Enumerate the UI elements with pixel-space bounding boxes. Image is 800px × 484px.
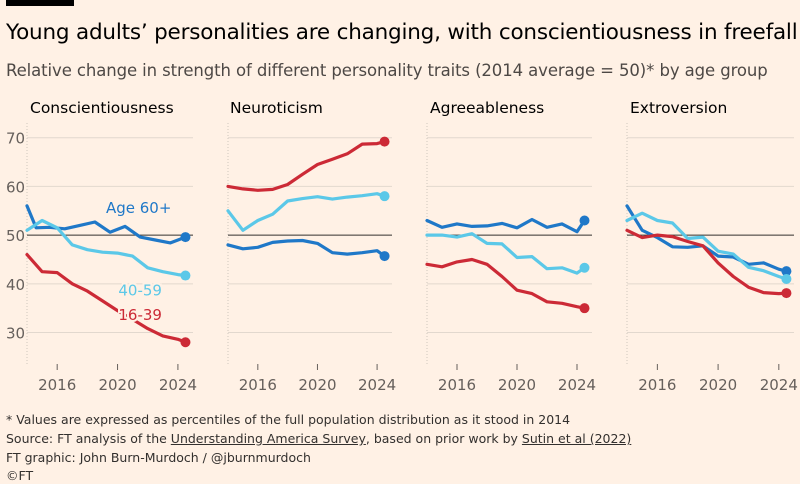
series-end-dot-neuroticism-40-59	[379, 191, 390, 202]
series-line-agreeableness-60-	[425, 217, 587, 234]
series-line-extroversion-16-39	[625, 228, 789, 296]
x-tick-label-conscientiousness-2024: 2024	[159, 376, 197, 394]
y-tick-label-70: 70	[6, 130, 25, 148]
graphic-credit: FT graphic: John Burn-Murdoch / @jburnmu…	[6, 450, 311, 465]
ft-top-bar	[6, 0, 74, 6]
series-end-dot-extroversion-40-59	[781, 273, 792, 284]
series-line-conscientiousness-40-59	[25, 218, 188, 278]
x-tick-label-extroversion-2020: 2020	[699, 376, 737, 394]
series-line-neuroticism-16-39	[226, 140, 387, 192]
series-line-extroversion-40-59	[625, 211, 789, 281]
x-tick-label-extroversion-2024: 2024	[760, 376, 798, 394]
series-line-conscientiousness-60-	[25, 204, 188, 245]
series-end-dot-neuroticism-16-39	[379, 136, 390, 147]
chart-subtitle: Relative change in strength of different…	[6, 61, 768, 80]
panel-title-conscientiousness: Conscientiousness	[30, 99, 174, 117]
footnote: * Values are expressed as percentiles of…	[6, 412, 571, 427]
x-tick-label-conscientiousness-2016: 2016	[38, 376, 76, 394]
series-line-agreeableness-40-59	[425, 232, 587, 275]
chart-title: Young adults’ personalities are changing…	[6, 20, 798, 45]
x-tick-label-neuroticism-2020: 2020	[298, 376, 336, 394]
x-tick-label-neuroticism-2024: 2024	[358, 376, 396, 394]
series-label-60-: Age 60+	[106, 199, 171, 217]
series-end-dot-conscientiousness-60-	[180, 232, 191, 243]
panel-title-neuroticism: Neuroticism	[230, 99, 323, 117]
source-line: Source: FT analysis of the Understanding…	[6, 431, 631, 446]
x-tick-label-conscientiousness-2020: 2020	[98, 376, 136, 394]
copyright: ©FT	[6, 468, 34, 483]
series-end-dot-extroversion-16-39	[781, 288, 792, 299]
y-tick-label-50: 50	[6, 227, 25, 245]
source-link-sutin[interactable]: Sutin et al (2022)	[521, 431, 632, 446]
series-line-agreeableness-16-39	[425, 257, 587, 310]
panel-title-agreeableness: Agreeableness	[430, 99, 544, 117]
x-tick-label-agreeableness-2024: 2024	[558, 376, 596, 394]
source-link-uas[interactable]: Understanding America Survey	[170, 431, 366, 446]
x-tick-label-agreeableness-2020: 2020	[498, 376, 536, 394]
panel-title-extroversion: Extroversion	[630, 99, 727, 117]
x-tick-label-agreeableness-2016: 2016	[438, 376, 476, 394]
series-end-dot-agreeableness-60-	[579, 215, 590, 226]
series-end-dot-conscientiousness-40-59	[180, 270, 191, 281]
series-end-dot-neuroticism-60-	[379, 251, 390, 262]
x-tick-label-neuroticism-2016: 2016	[239, 376, 277, 394]
series-end-dot-extroversion-60-	[781, 266, 792, 277]
y-tick-label-30: 30	[6, 325, 25, 343]
series-line-neuroticism-40-59	[226, 192, 387, 232]
series-end-dot-agreeableness-16-39	[579, 303, 590, 314]
source-prefix: Source: FT analysis of the	[6, 431, 171, 446]
x-tick-label-extroversion-2016: 2016	[638, 376, 676, 394]
series-end-dot-agreeableness-40-59	[579, 262, 590, 273]
y-tick-label-60: 60	[6, 178, 25, 196]
series-end-dot-conscientiousness-16-39	[180, 337, 191, 348]
y-tick-label-40: 40	[6, 276, 25, 294]
series-line-conscientiousness-16-39	[25, 253, 188, 344]
series-line-neuroticism-60-	[226, 238, 387, 258]
series-label-16-39: 16-39	[118, 306, 162, 324]
series-label-40-59: 40-59	[118, 282, 162, 300]
source-middle: , based on prior work by	[365, 431, 522, 446]
